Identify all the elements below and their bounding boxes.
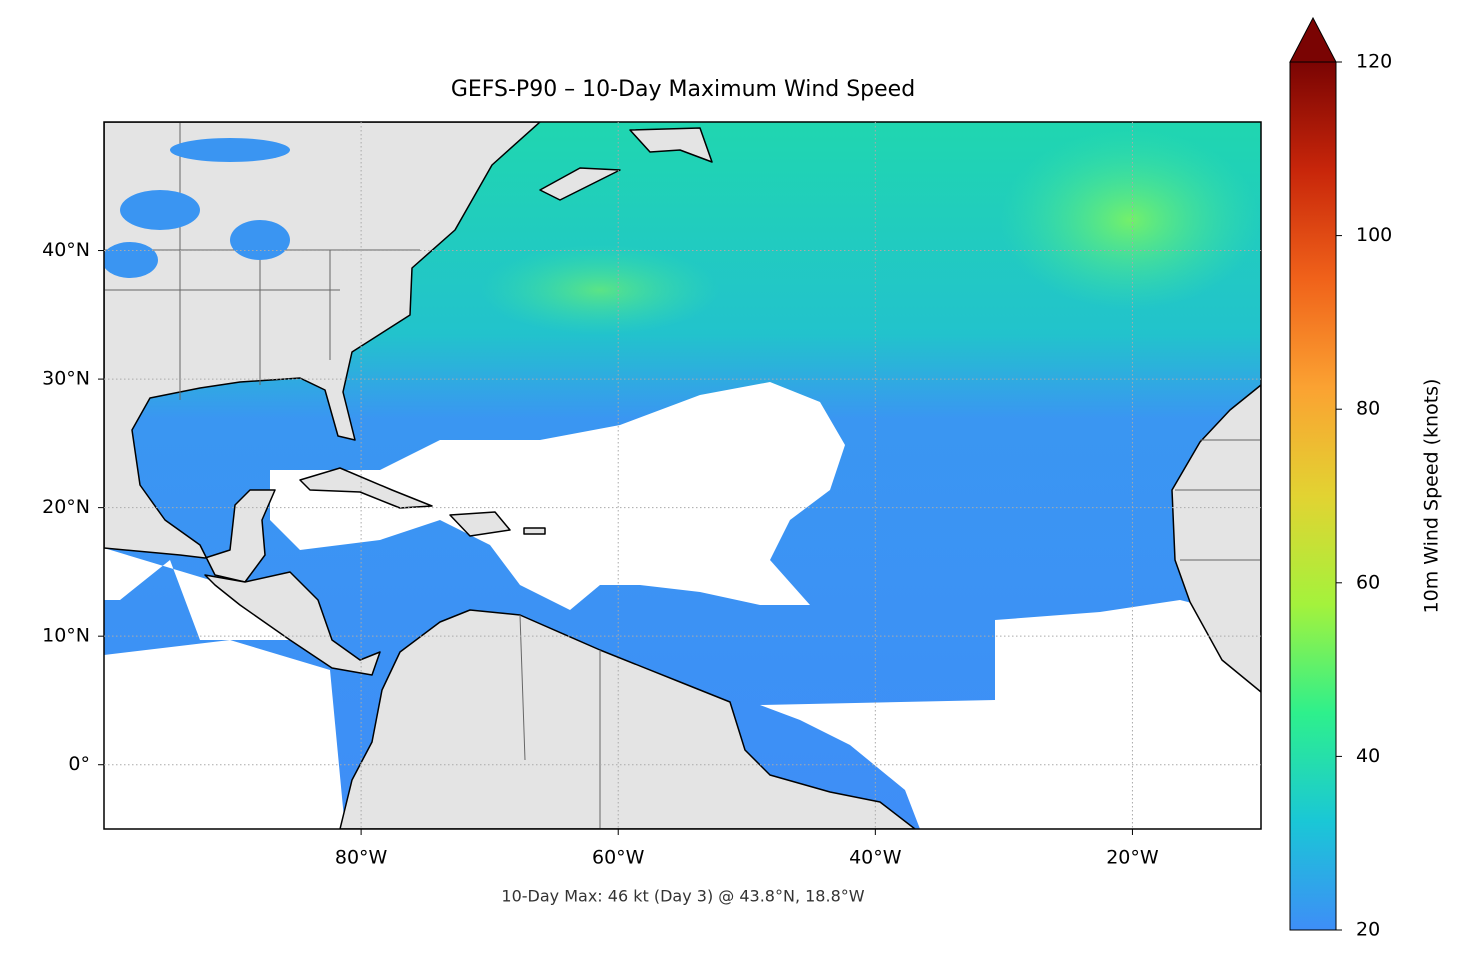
calm-area <box>760 600 1261 829</box>
calm-area <box>104 640 345 829</box>
colorbar-tick-label: 20 <box>1356 919 1380 941</box>
land-central-america <box>204 571 381 676</box>
wind-over-land <box>104 242 158 278</box>
land-puerto-rico <box>523 527 546 535</box>
wind-over-land <box>230 220 290 260</box>
y-tick-label: 10°N <box>42 625 90 647</box>
y-tick-label: 30°N <box>42 368 90 390</box>
colorbar-frame <box>1289 61 1337 931</box>
chart-title: GEFS-P90 – 10-Day Maximum Wind Speed <box>451 77 915 102</box>
plot-frame <box>103 121 1262 830</box>
wind-over-land <box>120 190 200 230</box>
x-tick-label: 40°W <box>849 847 902 869</box>
wind-max-area <box>1000 130 1260 310</box>
y-tick-label: 20°N <box>42 496 90 518</box>
colorbar <box>1290 62 1336 930</box>
land-nova-scotia <box>539 167 621 201</box>
calm-area <box>380 382 845 610</box>
colorbar-extend <box>1289 16 1337 63</box>
map <box>104 122 1261 829</box>
land-hispaniola <box>449 511 511 537</box>
land-newfoundland <box>629 127 713 163</box>
annotation: 10-Day Max: 46 kt (Day 3) @ 43.8°N, 18.8… <box>501 887 864 906</box>
calm-area <box>104 548 300 640</box>
colorbar-tick-label: 40 <box>1356 745 1380 767</box>
land-cuba <box>299 467 433 509</box>
colorbar-tick-label: 80 <box>1356 398 1380 420</box>
wind-over-land <box>170 138 290 162</box>
y-tick-label: 40°N <box>42 239 90 261</box>
x-tick-label: 60°W <box>592 847 645 869</box>
colorbar-tick-label: 100 <box>1356 224 1392 246</box>
land-africa <box>1171 384 1261 693</box>
colorbar-label: 10m Wind Speed (knots) <box>1421 379 1443 614</box>
land-north-america <box>104 122 541 583</box>
colorbar-tick-label: 60 <box>1356 571 1380 593</box>
colorbar-tick-label: 120 <box>1356 51 1392 73</box>
wind-high-area <box>480 245 720 335</box>
y-tick-label: 0° <box>68 753 90 775</box>
x-tick-label: 80°W <box>335 847 388 869</box>
x-tick-label: 20°W <box>1106 847 1159 869</box>
